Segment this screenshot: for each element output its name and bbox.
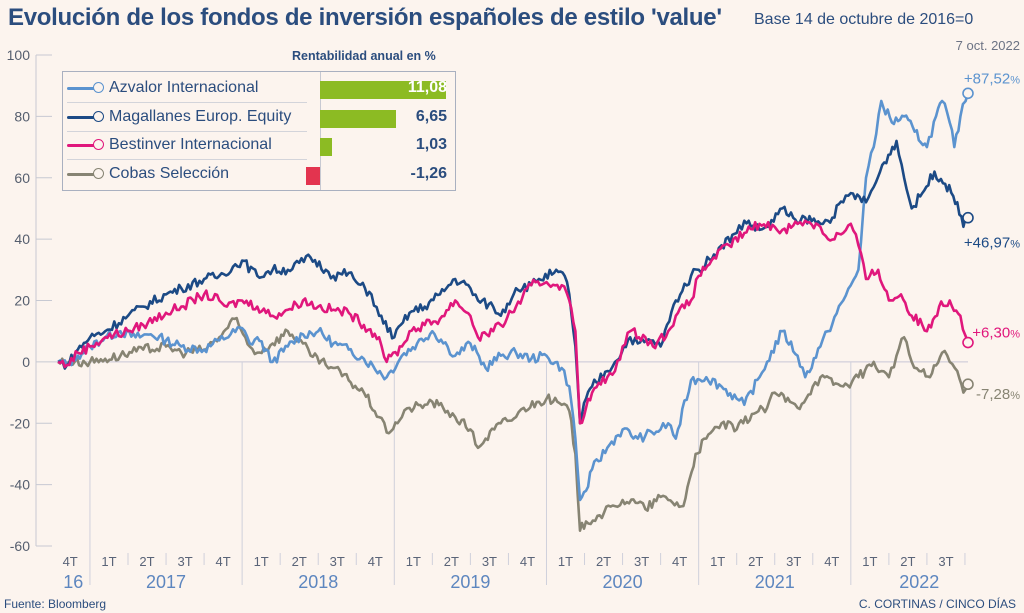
end-marker <box>962 336 974 349</box>
end-value-label: +6,30% <box>972 325 1020 342</box>
legend-line-swatch <box>67 172 95 176</box>
quarter-tick-label: 2T <box>444 554 459 569</box>
legend-circle-marker-icon <box>93 82 104 93</box>
annual-return-value: -1,26 <box>410 164 447 182</box>
quarter-tick-label: 1T <box>558 554 573 569</box>
quarter-tick-label: 4T <box>824 554 839 569</box>
end-date-label: 7 oct. 2022 <box>956 38 1020 53</box>
year-label: 2017 <box>146 572 186 592</box>
series-line-magallanes-europ-equity <box>57 139 969 425</box>
legend-line-swatch <box>67 87 95 90</box>
annual-return-value: 11,08 <box>407 79 447 96</box>
quarter-tick-label: 4T <box>368 554 383 569</box>
credit-note: C. CORTINAS / CINCO DÍAS <box>858 597 1016 611</box>
chart-subtitle: Base 14 de octubre de 2016=0 <box>754 11 974 28</box>
y-tick-label: -20 <box>10 415 30 431</box>
quarter-tick-label: 3T <box>786 554 801 569</box>
legend-fund-name: Cobas Selección <box>109 164 230 182</box>
legend-circle-marker-icon <box>93 110 104 122</box>
y-tick-label: 80 <box>14 108 30 124</box>
quarter-tick-label: 2T <box>292 554 307 569</box>
quarter-tick-label: 3T <box>177 554 192 569</box>
year-label: 16 <box>63 572 83 592</box>
legend-fund-name: Azvalor Internacional <box>109 79 259 96</box>
quarter-tick-label: 2T <box>596 554 611 569</box>
legend-item: Magallanes Europ. Equity 6,65 <box>63 104 455 132</box>
y-tick-label: 60 <box>14 170 30 186</box>
legend-line-swatch <box>67 115 95 119</box>
year-label: 2020 <box>603 572 643 592</box>
quarter-tick-label: 4T <box>672 554 687 569</box>
annual-return-value: 1,03 <box>415 136 447 153</box>
annual-return-bar <box>320 109 396 128</box>
bar-zero-axis <box>320 72 321 190</box>
year-label: 2018 <box>298 572 338 592</box>
year-label: 2022 <box>899 572 939 592</box>
y-tick-label: 100 <box>7 47 31 63</box>
legend-row-divider <box>67 102 307 103</box>
quarter-tick-label: 4T <box>520 554 535 569</box>
source-note: Fuente: Bloomberg <box>4 597 107 611</box>
quarter-tick-label: 1T <box>254 554 269 569</box>
quarter-tick-label: 1T <box>710 554 725 569</box>
y-tick-label: 20 <box>14 293 30 309</box>
legend-item: Bestinver Internacional 1,03 <box>63 132 455 160</box>
legend-circle-marker-icon <box>93 167 104 179</box>
y-axis: -60 -40 -20 0 20 40 60 80 100 <box>7 47 968 554</box>
end-value-label: +46,97% <box>964 235 1020 252</box>
y-tick-label: 0 <box>22 354 30 370</box>
series-layer <box>57 92 970 532</box>
y-tick-label: 40 <box>14 231 30 247</box>
quarter-tick-label: 4T <box>216 554 231 569</box>
year-label: 2021 <box>755 572 795 592</box>
chart-title: Evolución de los fondos de inversión esp… <box>8 4 722 31</box>
legend: Azvalor Internacional 11,08 Magallanes Eur… <box>62 71 456 191</box>
legend-row-divider <box>67 130 307 132</box>
annual-return-bar <box>320 138 332 156</box>
legend-fund-name: Bestinver Internacional <box>109 136 272 153</box>
quarter-tick-label: 3T <box>634 554 649 569</box>
series-line-azvalor-internacional <box>57 92 970 502</box>
quarter-tick-label: 3T <box>938 554 953 569</box>
quarter-tick-label: 2T <box>748 554 763 569</box>
annual-return-bar <box>320 81 446 99</box>
x-axis: 4T 1T 2T 3T 4T 1T 2T 3T 4T 1T 2T 3T 4T 1T 2T 3T 4T 1T 2T 3T… <box>63 361 966 592</box>
legend-row-divider <box>67 159 307 160</box>
quarter-tick-label: 3T <box>482 554 497 569</box>
y-tick-label: -60 <box>10 538 30 554</box>
quarter-tick-label: 2T <box>139 554 154 569</box>
end-marker <box>962 211 974 224</box>
quarter-tick-label: 2T <box>900 554 915 569</box>
annual-return-bar <box>305 166 320 185</box>
legend-line-swatch <box>67 144 95 147</box>
end-marker <box>962 378 974 391</box>
end-marker <box>962 87 974 100</box>
annual-return-value: 6,65 <box>415 107 447 125</box>
legend-item: Azvalor Internacional 11,08 <box>63 75 455 103</box>
quarter-tick-label: 1T <box>406 554 421 569</box>
legend-heading: Rentabilidad anual en % <box>292 49 436 63</box>
quarter-tick-label: 4T <box>63 554 78 569</box>
end-labels: +87,52% +46,97% +6,30% -7,28% 7 oct. 2022 <box>956 38 1021 403</box>
y-tick-label: -40 <box>10 477 30 493</box>
legend-item: Cobas Selección -1,26 <box>63 161 455 189</box>
quarter-tick-label: 1T <box>101 554 116 569</box>
quarter-tick-label: 1T <box>862 554 877 569</box>
quarter-tick-label: 3T <box>330 554 345 569</box>
end-value-label: +87,52% <box>964 70 1020 87</box>
legend-circle-marker-icon <box>93 139 104 150</box>
series-line-bestinver-internacional <box>57 219 970 425</box>
end-value-label: -7,28% <box>976 386 1020 403</box>
legend-fund-name: Magallanes Europ. Equity <box>109 107 292 125</box>
year-label: 2019 <box>450 572 490 592</box>
